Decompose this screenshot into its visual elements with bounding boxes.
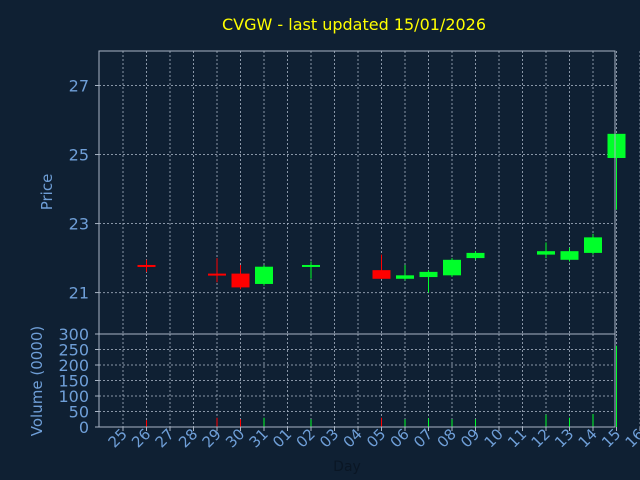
candle-body-14: [584, 237, 602, 253]
volume-y-tick-label: 200: [58, 356, 89, 375]
x-axis-label: Day: [333, 459, 361, 475]
price-candles: [137, 133, 626, 293]
x-tick-labels: 2526272829303101020304050607080910111213…: [105, 425, 640, 451]
candle-body-06: [396, 275, 414, 279]
candle-body-15: [607, 133, 626, 158]
candle-body-12: [537, 251, 555, 255]
candle-body-26: [137, 264, 156, 267]
price-grid: [99, 51, 640, 334]
volume-grid: [99, 333, 640, 428]
candle-body-30: [231, 273, 250, 288]
price-y-tick-label: 23: [69, 215, 89, 234]
chart-title: CVGW - last updated 15/01/2026: [222, 15, 486, 34]
candle-body-05: [372, 270, 391, 279]
candle-body-08: [443, 259, 461, 276]
volume-y-tick-label: 150: [58, 372, 89, 391]
volume-bars: [146, 345, 617, 427]
volume-y-tick-label: 0: [79, 418, 89, 437]
price-y-tick-labels: 21 23 25 27: [69, 77, 99, 303]
price-y-tick-label: 21: [69, 284, 89, 303]
candle-body-31: [255, 266, 273, 284]
price-y-tick-label: 27: [69, 77, 89, 96]
candle-body-02: [302, 264, 320, 267]
price-axis-label: Price: [38, 174, 56, 211]
candle-body-09: [466, 252, 485, 259]
volume-y-tick-label: 250: [58, 341, 89, 360]
volume-y-tick-label: 50: [69, 403, 89, 422]
volume-y-tick-label: 100: [58, 387, 89, 406]
candle-body-07: [419, 271, 438, 278]
price-y-tick-label: 25: [69, 146, 89, 165]
volume-axis-label: Volume (0000): [28, 326, 46, 436]
candle-body-29: [208, 273, 226, 276]
volume-y-tick-label: 300: [58, 325, 89, 344]
candle-body-13: [560, 251, 579, 260]
